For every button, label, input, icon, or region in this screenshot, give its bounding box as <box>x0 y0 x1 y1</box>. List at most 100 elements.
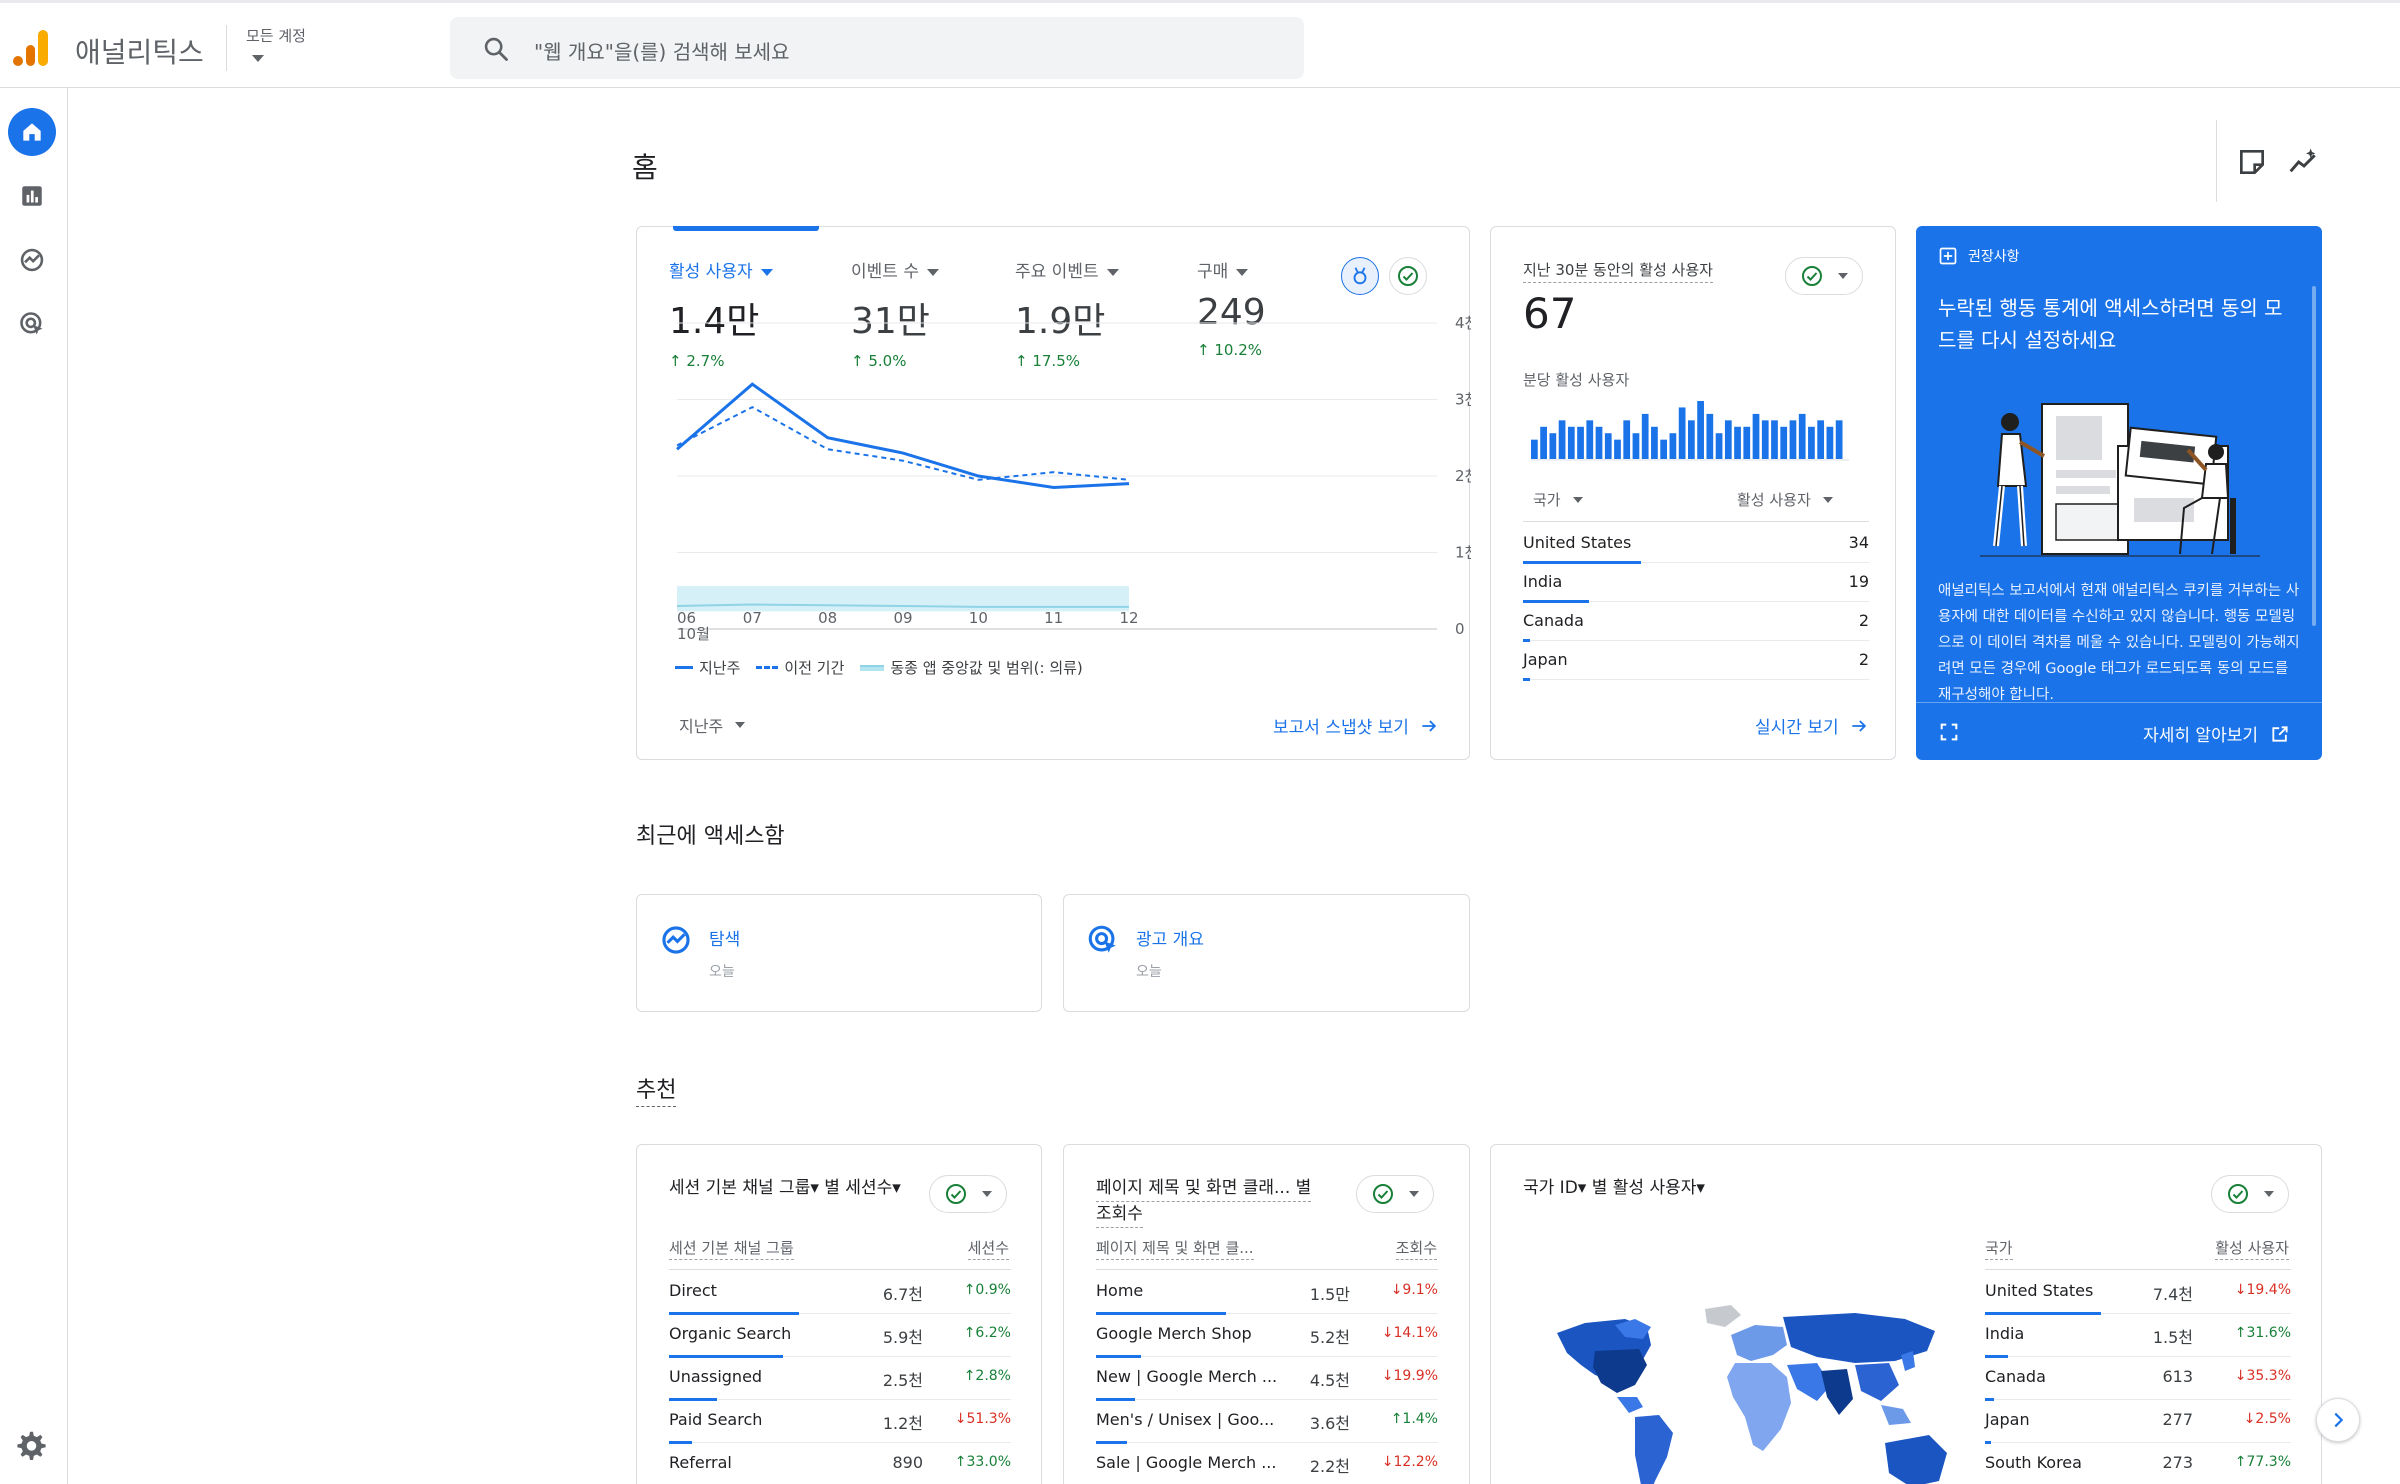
chevron-down-icon <box>760 268 773 276</box>
card-status-button[interactable] <box>929 1175 1007 1213</box>
table-row[interactable]: India 1.5천 ↑31.6% <box>1985 1314 2291 1358</box>
app-title[interactable]: 애널리틱스 <box>75 36 204 69</box>
gear-icon[interactable] <box>12 1428 48 1464</box>
learn-more-link[interactable]: 자세히 알아보기 <box>2143 721 2290 746</box>
table-row[interactable]: Japan 2 <box>1523 642 1869 681</box>
search-bar[interactable]: "웹 개요"을(를) 검색해 보세요 <box>450 17 1304 79</box>
row-name: United States <box>1985 1281 2094 1300</box>
x-axis-month-label: 10월 <box>677 625 710 643</box>
row-delta-value: 19.4% <box>2246 1282 2291 1298</box>
nav-reports-button[interactable] <box>8 172 56 220</box>
table-row[interactable]: India 19 <box>1523 564 1869 603</box>
minute-bar <box>1706 413 1714 459</box>
insights-icon[interactable] <box>2288 146 2320 178</box>
overview-card: 활성 사용자 1.4만 ↑ 2.7% 이벤트 수 31만 ↑ 5.0% 주요 이… <box>636 226 1471 760</box>
table-row[interactable]: Google Merch Shop 5.2천 ↓14.1% <box>1096 1314 1438 1358</box>
chevron-down-icon <box>982 1191 992 1197</box>
metric-purchases[interactable]: 구매 249 ↑ 10.2% <box>1197 262 1266 359</box>
scrollbar[interactable] <box>2312 286 2316 626</box>
card-title[interactable]: 국가 ID▾ 별 활성 사용자▾ <box>1523 1178 1705 1198</box>
per-minute-bar-chart <box>1531 401 1849 461</box>
table-row[interactable]: New | Google Merch ... 4.5천 ↓19.9% <box>1096 1357 1438 1401</box>
check-circle-icon <box>2228 1184 2248 1204</box>
minute-bar <box>1734 426 1741 459</box>
view-realtime-link[interactable]: 실시간 보기 <box>1755 713 1869 738</box>
add-box-icon <box>1939 247 1957 265</box>
x-tick-label: 11 <box>1044 609 1063 627</box>
period-dropdown[interactable]: 지난주 <box>679 713 746 737</box>
row-delta-value: 1.4% <box>1402 1411 1438 1427</box>
reports-icon <box>22 186 42 206</box>
card-title-line2[interactable]: 조회수 <box>1096 1201 1143 1228</box>
table-row[interactable]: Organic Search 5.9천 ↑6.2% <box>669 1314 1011 1358</box>
metric-key-events[interactable]: 주요 이벤트 1.9만 ↑ 17.5% <box>1015 257 1119 370</box>
note-icon[interactable] <box>2236 146 2268 178</box>
minute-bar <box>1614 439 1621 459</box>
card-title-line1[interactable]: 페이지 제목 및 화면 클래... 별 <box>1096 1175 1312 1202</box>
chevron-down-icon[interactable] <box>252 55 264 62</box>
analytics-logo-icon[interactable] <box>12 29 50 67</box>
realtime-status-button[interactable] <box>1785 257 1863 295</box>
row-value: 1.5만 <box>1309 1285 1350 1304</box>
search-input[interactable]: "웹 개요"을(를) 검색해 보세요 <box>534 40 790 64</box>
view-snapshot-link[interactable]: 보고서 스냅샷 보기 <box>1273 713 1439 738</box>
card-status-button[interactable] <box>2211 1175 2289 1213</box>
users-column-dropdown[interactable]: 활성 사용자 <box>1737 489 1833 510</box>
table-row[interactable]: United States 34 <box>1523 525 1869 564</box>
fullscreen-icon[interactable] <box>1938 721 1960 743</box>
chevron-down-icon <box>1236 268 1249 276</box>
table-row[interactable]: South Korea 273 ↑77.3% <box>1985 1443 2291 1484</box>
y-tick-label: 0 <box>1455 620 1465 638</box>
table-row[interactable]: Canada 2 <box>1523 603 1869 642</box>
nav-advertising-button[interactable] <box>8 300 56 348</box>
table-row[interactable]: Japan 277 ↓2.5% <box>1985 1400 2291 1444</box>
card-title[interactable]: 세션 기본 채널 그룹▾ 별 세션수▾ <box>669 1178 901 1198</box>
row-name: Sale | Google Merch ... <box>1096 1453 1277 1472</box>
table-row[interactable]: Home 1.5만 ↓9.1% <box>1096 1271 1438 1315</box>
table-row[interactable]: Referral 890 ↑33.0% <box>669 1443 1011 1484</box>
row-delta: ↓2.5% <box>2243 1411 2291 1427</box>
card-status-button[interactable] <box>1356 1175 1434 1213</box>
x-tick-label: 12 <box>1119 609 1138 627</box>
table-row[interactable]: Canada 613 ↓35.3% <box>1985 1357 2291 1401</box>
recent-item-explore[interactable]: 탐색 오늘 <box>636 894 1042 1012</box>
minute-bar <box>1761 420 1769 459</box>
country-column-dropdown[interactable]: 국가 <box>1533 489 1583 510</box>
row-delta: ↑0.9% <box>963 1282 1011 1298</box>
nav-home-button[interactable] <box>8 108 56 156</box>
row-name: Organic Search <box>669 1324 792 1343</box>
header-divider <box>226 25 227 71</box>
chevron-down-icon <box>926 268 939 276</box>
table-row[interactable]: Men's / Unisex | Goo... 3.6천 ↑1.4% <box>1096 1400 1438 1444</box>
row-name: Canada <box>1523 611 1584 630</box>
metric-event-count[interactable]: 이벤트 수 31만 ↑ 5.0% <box>851 257 939 370</box>
table-divider <box>1985 1269 2291 1270</box>
table-row[interactable]: Unassigned 2.5천 ↑2.8% <box>669 1357 1011 1401</box>
data-status-button[interactable] <box>1389 257 1427 295</box>
row-name: Men's / Unisex | Goo... <box>1096 1410 1275 1429</box>
table-row[interactable]: United States 7.4천 ↓19.4% <box>1985 1271 2291 1315</box>
minute-bar <box>1697 401 1704 459</box>
minute-bar <box>1798 413 1806 459</box>
account-selector-label[interactable]: 모든 계정 <box>246 27 306 45</box>
recent-section-title: 최근에 액세스함 <box>636 824 785 849</box>
metric-active-users[interactable]: 활성 사용자 1.4만 ↑ 2.7% <box>669 257 773 370</box>
row-name: Google Merch Shop <box>1096 1324 1252 1343</box>
row-delta-value: 31.6% <box>2246 1325 2291 1341</box>
row-value: 19 <box>1848 572 1869 591</box>
recommendation-illustration <box>1980 403 2260 557</box>
minute-bar <box>1567 426 1575 459</box>
row-value: 277 <box>2162 1410 2193 1429</box>
tools-divider <box>2216 120 2217 202</box>
recent-item-ads-overview[interactable]: 광고 개요 오늘 <box>1063 894 1470 1012</box>
recommendation-tag: 권장사항 <box>1938 246 2020 266</box>
recent-item-time: 오늘 <box>709 964 735 980</box>
next-suggestion-button[interactable] <box>2316 1398 2360 1442</box>
table-row[interactable]: Direct 6.7천 ↑0.9% <box>669 1271 1011 1315</box>
column-header: 세션 기본 채널 그룹 <box>669 1237 794 1260</box>
nav-explore-button[interactable] <box>8 236 56 284</box>
insights-badge-button[interactable] <box>1341 257 1379 295</box>
table-row[interactable]: Paid Search 1.2천 ↓51.3% <box>669 1400 1011 1444</box>
overview-line-chart: 4천 3천 2천 1천 0 06 07 08 09 10 11 12 <box>676 314 1471 638</box>
table-row[interactable]: Sale | Google Merch ... 2.2천 ↓12.2% <box>1096 1443 1438 1484</box>
